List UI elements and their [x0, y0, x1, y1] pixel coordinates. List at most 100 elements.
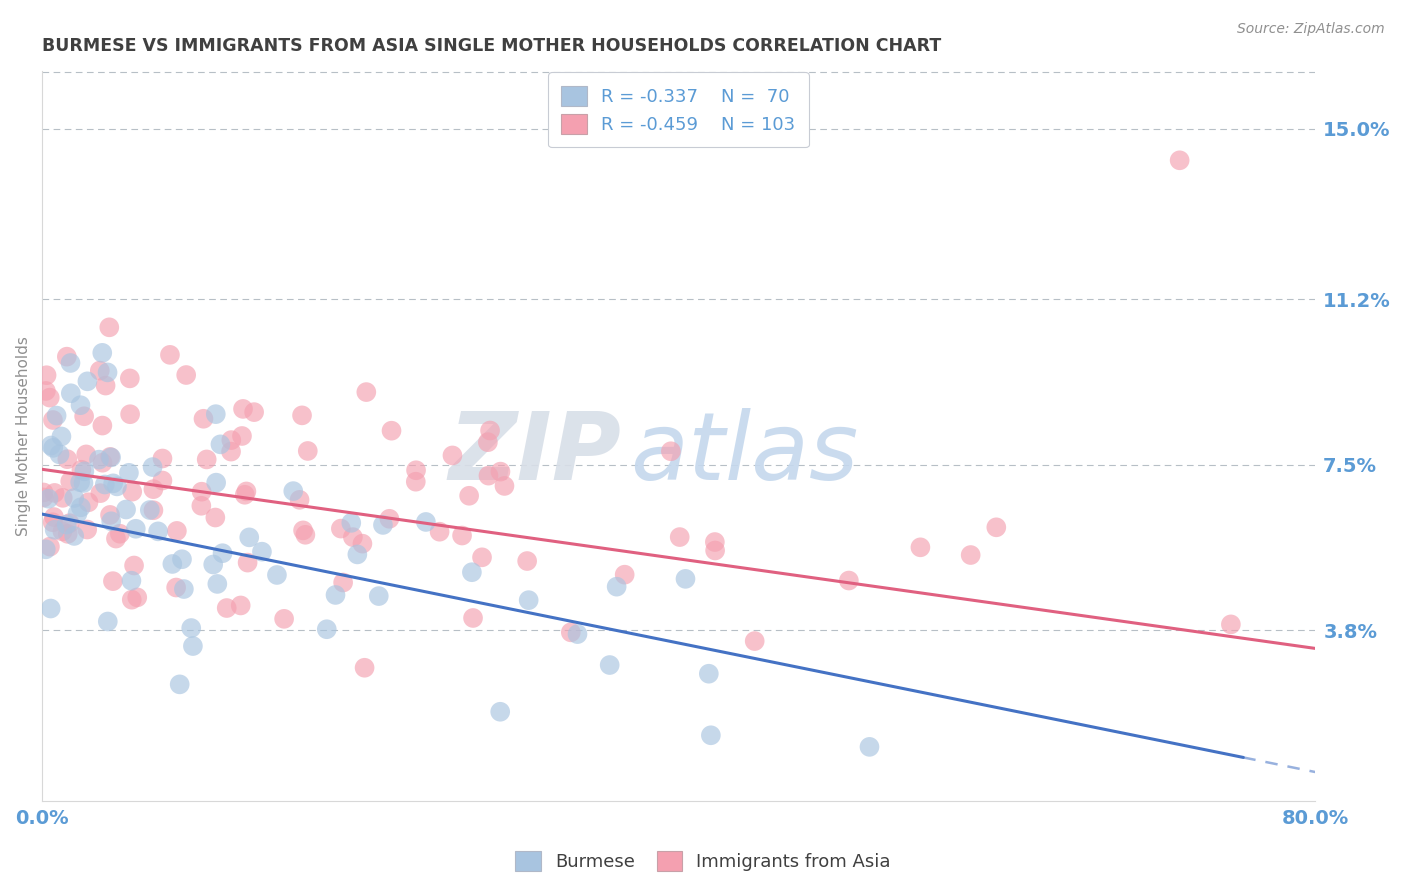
- Point: [461, 565, 484, 579]
- Point: [162, 557, 184, 571]
- Point: [159, 348, 181, 362]
- Point: [243, 405, 266, 419]
- Point: [52, 491, 75, 505]
- Point: [35, 384, 58, 398]
- Point: [39, 438, 62, 452]
- Point: [697, 666, 720, 681]
- Point: [353, 661, 375, 675]
- Point: [66, 507, 89, 521]
- Point: [380, 424, 402, 438]
- Point: [35, 368, 58, 383]
- Point: [91, 456, 114, 470]
- Point: [100, 450, 122, 465]
- Point: [98, 450, 121, 464]
- Point: [94, 378, 117, 392]
- Point: [166, 524, 188, 538]
- Point: [100, 514, 122, 528]
- Point: [73, 409, 96, 424]
- Point: [489, 705, 512, 719]
- Point: [190, 484, 212, 499]
- Point: [108, 526, 131, 541]
- Point: [211, 546, 233, 560]
- Point: [204, 407, 226, 421]
- Point: [190, 499, 212, 513]
- Point: [342, 530, 364, 544]
- Point: [367, 589, 389, 603]
- Point: [204, 510, 226, 524]
- Point: [516, 554, 538, 568]
- Point: [352, 536, 374, 550]
- Text: ZIP: ZIP: [449, 408, 621, 500]
- Point: [371, 517, 394, 532]
- Point: [229, 599, 252, 613]
- Point: [215, 601, 238, 615]
- Point: [429, 524, 451, 539]
- Point: [207, 577, 229, 591]
- Point: [139, 503, 162, 517]
- Point: [59, 386, 82, 401]
- Point: [292, 524, 315, 538]
- Point: [118, 371, 141, 385]
- Point: [76, 374, 98, 388]
- Point: [236, 556, 259, 570]
- Point: [297, 444, 319, 458]
- Y-axis label: Single Mother Households: Single Mother Households: [15, 335, 31, 535]
- Point: [169, 677, 191, 691]
- Point: [291, 409, 314, 423]
- Point: [39, 540, 62, 554]
- Point: [231, 429, 253, 443]
- Text: atlas: atlas: [630, 409, 858, 500]
- Point: [858, 739, 880, 754]
- Point: [332, 575, 354, 590]
- Point: [115, 502, 138, 516]
- Point: [45, 409, 67, 423]
- Point: [235, 484, 257, 499]
- Point: [75, 447, 97, 461]
- Point: [122, 558, 145, 573]
- Point: [59, 356, 82, 370]
- Point: [910, 541, 932, 555]
- Point: [288, 492, 311, 507]
- Point: [704, 543, 727, 558]
- Point: [346, 548, 368, 562]
- Point: [121, 592, 143, 607]
- Point: [294, 528, 316, 542]
- Point: [703, 535, 725, 549]
- Point: [471, 550, 494, 565]
- Point: [838, 574, 860, 588]
- Point: [283, 484, 305, 499]
- Point: [38, 391, 60, 405]
- Point: [89, 486, 111, 500]
- Point: [41, 516, 63, 530]
- Point: [42, 510, 65, 524]
- Point: [477, 435, 499, 450]
- Point: [273, 612, 295, 626]
- Point: [675, 572, 697, 586]
- Point: [744, 634, 766, 648]
- Point: [599, 658, 621, 673]
- Point: [104, 532, 127, 546]
- Text: BURMESE VS IMMIGRANTS FROM ASIA SINGLE MOTHER HOUSEHOLDS CORRELATION CHART: BURMESE VS IMMIGRANTS FROM ASIA SINGLE M…: [42, 37, 941, 55]
- Point: [193, 411, 215, 425]
- Point: [97, 615, 120, 629]
- Point: [125, 522, 148, 536]
- Point: [181, 639, 204, 653]
- Point: [415, 515, 437, 529]
- Point: [461, 611, 484, 625]
- Point: [48, 447, 70, 461]
- Point: [378, 512, 401, 526]
- Point: [42, 413, 65, 427]
- Point: [1219, 617, 1241, 632]
- Point: [458, 489, 481, 503]
- Point: [73, 464, 96, 478]
- Point: [165, 581, 187, 595]
- Point: [170, 552, 193, 566]
- Point: [173, 582, 195, 596]
- Point: [32, 491, 55, 505]
- Point: [44, 523, 66, 537]
- Point: [56, 350, 79, 364]
- Legend: Burmese, Immigrants from Asia: Burmese, Immigrants from Asia: [508, 844, 898, 879]
- Point: [51, 524, 73, 539]
- Point: [142, 482, 165, 496]
- Point: [146, 524, 169, 539]
